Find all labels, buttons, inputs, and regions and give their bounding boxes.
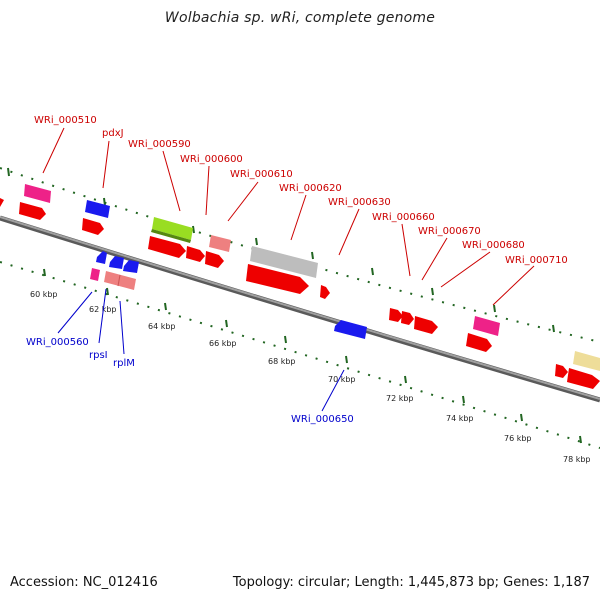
gene-arrow <box>96 251 107 264</box>
inner-major-ticks <box>43 268 582 444</box>
kbp-label: 72 kbp <box>386 394 414 403</box>
gene-arrow <box>82 218 104 235</box>
gene-block <box>473 316 500 336</box>
gene-label: WRi_000610 <box>230 169 293 180</box>
gene-label: WRi_000590 <box>128 139 191 150</box>
gene-label: WRi_000650 <box>291 414 354 425</box>
genome-backbone <box>0 216 600 400</box>
kbp-label: 64 kbp <box>148 322 176 331</box>
map-title: Wolbachia sp. wRi, complete genome <box>164 10 436 26</box>
gene-label: WRi_000560 <box>26 337 89 348</box>
accession-text: Accession: NC_012416 <box>10 575 158 590</box>
gene-label: pdxJ <box>102 128 124 139</box>
gene-block <box>85 200 110 218</box>
kbp-label: 60 kbp <box>30 290 58 299</box>
label-leader-lines <box>42 127 535 306</box>
gene-arrow <box>109 256 124 269</box>
gene-arrow <box>320 285 330 299</box>
gene-label: rplM <box>113 358 135 369</box>
gene-block <box>24 184 51 203</box>
gene-block-shadow <box>151 229 191 243</box>
gene-arrow <box>334 320 367 339</box>
outer-major-ticks <box>7 167 555 333</box>
kbp-label: 74 kbp <box>446 414 474 423</box>
gene-arrow <box>555 364 568 378</box>
gene-label: WRi_000620 <box>279 183 342 194</box>
kbp-label: 70 kbp <box>328 375 356 384</box>
gene-arrow <box>567 368 600 389</box>
gene-label: rpsI <box>89 350 108 361</box>
reverse-genes <box>90 251 367 339</box>
gene-label: WRi_000710 <box>505 255 568 266</box>
gene-label: WRi_000660 <box>372 212 435 223</box>
gene-block <box>250 246 318 278</box>
kbp-label: 62 kbp <box>89 305 117 314</box>
gene-arrow <box>19 202 46 220</box>
genome-summary-text: Topology: circular; Length: 1,445,873 bp… <box>232 575 590 590</box>
gene-block <box>209 235 231 252</box>
gene-block <box>573 351 600 371</box>
kbp-label: 66 kbp <box>209 339 237 348</box>
kbp-label: 76 kbp <box>504 434 532 443</box>
gene-arrow <box>186 246 205 262</box>
gene-label: WRi_000630 <box>328 197 391 208</box>
gene-arrow <box>0 198 4 207</box>
forward-genes <box>0 184 600 389</box>
gene-arrow <box>414 316 438 334</box>
gene-label: WRi_000510 <box>34 115 97 126</box>
gene-label: WRi_000680 <box>462 240 525 251</box>
gene-arrow <box>123 260 139 273</box>
inner-dot-ring <box>0 261 600 449</box>
gene-arrow <box>466 333 492 352</box>
kbp-label: 78 kbp <box>563 455 591 464</box>
outer-dot-ring <box>0 167 600 343</box>
gene-block <box>90 268 100 281</box>
gene-label: WRi_000600 <box>180 154 243 165</box>
gene-label: WRi_000670 <box>418 226 481 237</box>
kbp-label: 68 kbp <box>268 357 296 366</box>
gene-arrow <box>246 264 309 294</box>
label-leader-lines-blue <box>57 288 345 412</box>
gene-arrow <box>148 236 186 258</box>
gene-block <box>104 271 136 290</box>
gene-arrow <box>401 311 414 325</box>
gene-arrow <box>389 308 403 322</box>
gene-arrow <box>205 251 224 268</box>
gene-block <box>152 217 193 240</box>
